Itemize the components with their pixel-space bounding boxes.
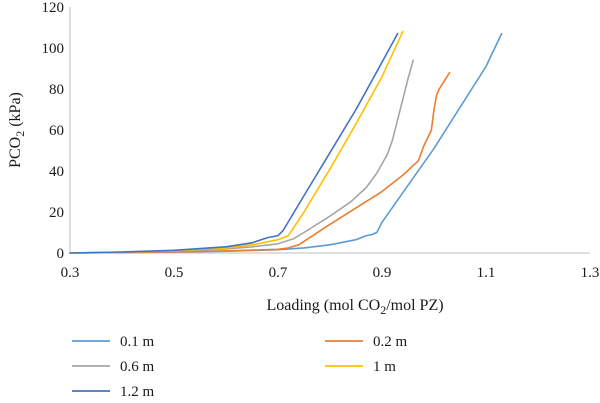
x-axis-title: Loading (mol CO2/mol PZ) [266,297,443,317]
legend-item: 1 m [325,359,396,375]
legend-label: 0.1 m [120,334,155,350]
x-tick-labels: 0.3 0.5 0.7 0.9 1.1 1.3 [61,265,600,281]
series-line-0-2-m [79,71,451,254]
y-tick-label: 120 [42,0,65,16]
series-lines [69,30,503,254]
x-tick-label: 0.7 [269,265,288,281]
x-tick-label: 1.3 [581,265,600,281]
x-tick-label: 0.3 [61,265,80,281]
series-line-0-1-m [69,32,503,254]
legend-label: 0.2 m [373,334,408,350]
legend-item: 1.2 m [72,384,155,400]
y-tick-label: 40 [49,164,64,180]
x-tick-label: 0.9 [373,265,392,281]
legend-label: 1.2 m [120,384,155,400]
y-axis-title: PCO2 (kPa) [7,92,27,168]
legend-item: 0.6 m [72,359,155,375]
legend-item: 0.2 m [325,334,408,350]
x-tick-label: 1.1 [477,265,496,281]
legend-item: 0.1 m [72,334,155,350]
y-tick-label: 0 [57,246,65,262]
plot-area: 0.3 0.5 0.7 0.9 1.1 1.3 0 20 40 60 80 100 120 [42,0,600,281]
x-tick-label: 0.5 [165,265,184,281]
series-line-0-6-m [69,59,415,254]
y-tick-label: 80 [49,82,64,98]
legend-label: 1 m [373,359,396,375]
legend: 0.1 m 0.2 m 0.6 m 1 m 1.2 m [72,334,408,400]
legend-label: 0.6 m [120,359,155,375]
series-line-1-2-m [69,32,399,254]
y-tick-label: 60 [49,123,64,139]
y-tick-label: 20 [49,205,64,221]
y-tick-labels: 0 20 40 60 80 100 120 [42,0,65,262]
y-tick-label: 100 [42,41,65,57]
series-line-1-m [69,30,404,254]
